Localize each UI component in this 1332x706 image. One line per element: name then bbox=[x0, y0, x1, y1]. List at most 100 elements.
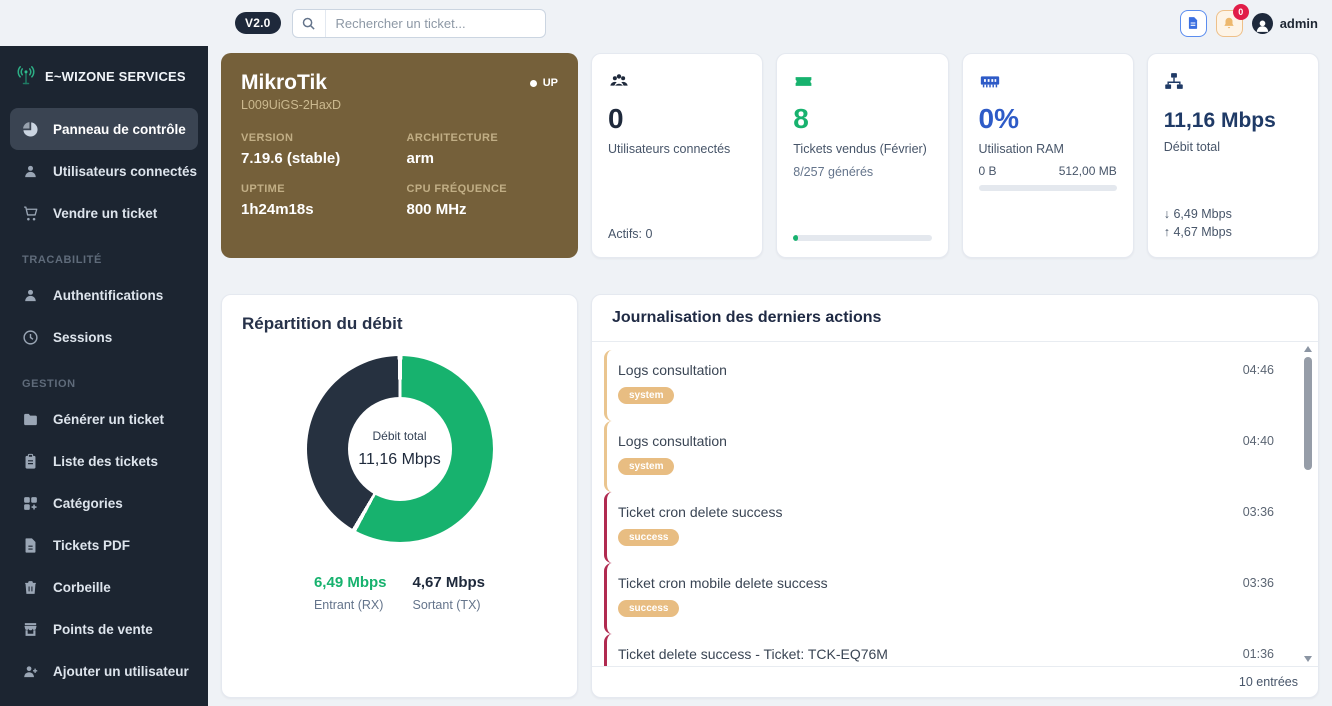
log-entry[interactable]: Logs consultation system 04:46 bbox=[604, 350, 1288, 421]
search-input[interactable] bbox=[325, 15, 545, 31]
topbar-actions: 0 admin bbox=[1179, 3, 1318, 37]
donut-center-label: Débit total bbox=[372, 429, 427, 443]
clipboard-icon bbox=[22, 453, 39, 470]
log-entry-title: Ticket cron mobile delete success bbox=[618, 575, 828, 591]
sidebar-item-sessions[interactable]: Sessions bbox=[10, 316, 198, 358]
sidebar-item-label: Vendre un ticket bbox=[53, 205, 158, 221]
log-list: Logs consultation system 04:46 Logs cons… bbox=[604, 350, 1288, 666]
log-entry-time: 01:36 bbox=[1242, 647, 1274, 661]
bell-icon bbox=[1222, 16, 1236, 30]
stat-footer: Actifs: 0 bbox=[608, 227, 653, 241]
sidebar-item-liste-des-tickets[interactable]: Liste des tickets bbox=[10, 440, 198, 482]
log-entry[interactable]: Ticket cron delete success success 03:36 bbox=[604, 492, 1288, 563]
sidebar-item-utilisateurs-connectes[interactable]: Utilisateurs connectés bbox=[10, 150, 198, 192]
ram-min: 0 B bbox=[978, 164, 997, 178]
router-field-version: VERSION 7.19.6 (stable) bbox=[241, 132, 393, 167]
router-model: L009UiGS-2HaxD bbox=[241, 98, 342, 112]
user-icon bbox=[22, 163, 39, 180]
scroll-up-icon[interactable] bbox=[1304, 346, 1312, 352]
router-field-architecture: ARCHITECTURE arm bbox=[407, 132, 559, 167]
sidebar-section-tracabilite: TRACABILITÉ bbox=[22, 254, 102, 266]
version-badge: V2.0 bbox=[235, 12, 281, 34]
sidebar-item-corbeille[interactable]: Corbeille bbox=[10, 566, 198, 608]
sidebar-section-gestion: GESTION bbox=[22, 378, 76, 390]
stat-label: Utilisation RAM bbox=[978, 142, 1064, 156]
field-label: CPU FRÉQUENCE bbox=[406, 183, 508, 195]
sidebar-item-label: Générer un ticket bbox=[53, 411, 165, 427]
donut-center: Débit total 11,16 Mbps bbox=[347, 397, 452, 501]
donut-center-value: 11,16 Mbps bbox=[358, 451, 441, 468]
ticket-search[interactable] bbox=[291, 8, 546, 38]
document-icon bbox=[1186, 16, 1200, 30]
cart-icon bbox=[22, 205, 39, 222]
documents-button[interactable] bbox=[1179, 9, 1207, 37]
avatar bbox=[1251, 12, 1273, 34]
log-footer: 10 entrées bbox=[592, 666, 1318, 697]
legend-rx-value: 6,49 Mbps bbox=[313, 574, 387, 591]
log-entry-badge: system bbox=[618, 458, 675, 475]
sidebar-item-label: Catégories bbox=[53, 495, 123, 511]
file-icon bbox=[22, 537, 39, 554]
network-icon bbox=[1164, 70, 1302, 92]
log-card: Journalisation des derniers actions Logs… bbox=[591, 294, 1319, 698]
field-value: 800 MHz bbox=[406, 201, 467, 218]
stat-value: 11,16 Mbps bbox=[1163, 109, 1276, 132]
log-entry[interactable]: Ticket cron mobile delete success succes… bbox=[604, 563, 1288, 634]
log-entry-badge: success bbox=[618, 529, 680, 546]
legend-tx: 4,67 Mbps Sortant (TX) bbox=[413, 574, 486, 612]
field-label: ARCHITECTURE bbox=[406, 132, 499, 144]
status-dot-icon bbox=[529, 79, 537, 87]
user-menu[interactable]: admin bbox=[1251, 12, 1318, 34]
clock-icon bbox=[22, 329, 39, 346]
debit-chart-card: Répartition du débit Débit total 11,16 M… bbox=[221, 294, 578, 698]
scrollbar-thumb[interactable] bbox=[1304, 357, 1312, 471]
log-title: Journalisation des derniers actions bbox=[612, 309, 882, 326]
log-entry-title: Ticket delete success - Ticket: TCK-EQ76… bbox=[618, 646, 888, 662]
brand: E~WIZONE SERVICES bbox=[0, 46, 208, 100]
log-entry-time: 04:46 bbox=[1242, 363, 1274, 377]
log-scrollbar[interactable] bbox=[1303, 346, 1313, 662]
sidebar-item-authentifications[interactable]: Authentifications bbox=[10, 274, 198, 316]
sidebar-item-ajouter-un-utilisateur[interactable]: Ajouter un utilisateur bbox=[10, 650, 198, 692]
sidebar-item-generer-un-ticket[interactable]: Générer un ticket bbox=[10, 398, 198, 440]
debit-donut: Débit total 11,16 Mbps bbox=[306, 356, 493, 542]
ram-icon bbox=[979, 70, 1117, 92]
notifications-button[interactable]: 0 bbox=[1215, 3, 1249, 37]
topbar: V2.0 0 admin bbox=[0, 0, 1332, 46]
stats-row: MikroTik UP L009UiGS-2HaxD VERSION 7.19.… bbox=[221, 53, 1319, 258]
scrollbar-track[interactable] bbox=[1304, 355, 1312, 653]
ram-progress-track bbox=[978, 185, 1117, 191]
stat-value: 0 bbox=[608, 103, 624, 134]
user-plus-icon bbox=[22, 663, 39, 680]
field-value: 7.19.6 (stable) bbox=[241, 150, 341, 167]
log-entry-time: 04:40 bbox=[1242, 434, 1274, 448]
scroll-down-icon[interactable] bbox=[1304, 656, 1312, 662]
router-field-cpu: CPU FRÉQUENCE 800 MHz bbox=[407, 183, 559, 218]
log-entry[interactable]: Ticket delete success - Ticket: TCK-EQ76… bbox=[604, 634, 1288, 666]
sidebar-item-tickets-pdf[interactable]: Tickets PDF bbox=[10, 524, 198, 566]
sidebar-item-label: Corbeille bbox=[53, 579, 111, 595]
sidebar-item-label: Sessions bbox=[53, 329, 113, 345]
sidebar-item-panneau-de-controle[interactable]: Panneau de contrôle bbox=[10, 108, 198, 150]
log-entry-time: 03:36 bbox=[1242, 505, 1274, 519]
log-entry-badge: system bbox=[618, 387, 675, 404]
log-entry-title: Logs consultation bbox=[618, 433, 727, 449]
field-value: arm bbox=[406, 150, 435, 167]
sidebar-item-vendre-un-ticket[interactable]: Vendre un ticket bbox=[10, 192, 198, 234]
chart-legend: 6,49 Mbps Entrant (RX) 4,67 Mbps Sortant… bbox=[314, 574, 485, 612]
user-icon bbox=[22, 287, 39, 304]
sidebar-item-points-de-vente[interactable]: Points de vente bbox=[10, 608, 198, 650]
chart-title: Répartition du débit bbox=[242, 314, 403, 333]
store-icon bbox=[22, 621, 39, 638]
username-label: admin bbox=[1279, 15, 1318, 31]
log-entry[interactable]: Logs consultation system 04:40 bbox=[604, 421, 1288, 492]
stat-card-users: 0 Utilisateurs connectés Actifs: 0 bbox=[591, 53, 764, 258]
legend-tx-name: Sortant (TX) bbox=[412, 598, 481, 612]
sidebar-item-label: Tickets PDF bbox=[53, 537, 131, 553]
stat-value: 0% bbox=[978, 103, 1019, 134]
status-label: UP bbox=[542, 77, 558, 89]
stat-card-tickets: 8 Tickets vendus (Février) 8/257 générés bbox=[776, 53, 949, 258]
stat-sub: 8/257 générés bbox=[793, 165, 874, 179]
sidebar-item-categories[interactable]: Catégories bbox=[10, 482, 198, 524]
